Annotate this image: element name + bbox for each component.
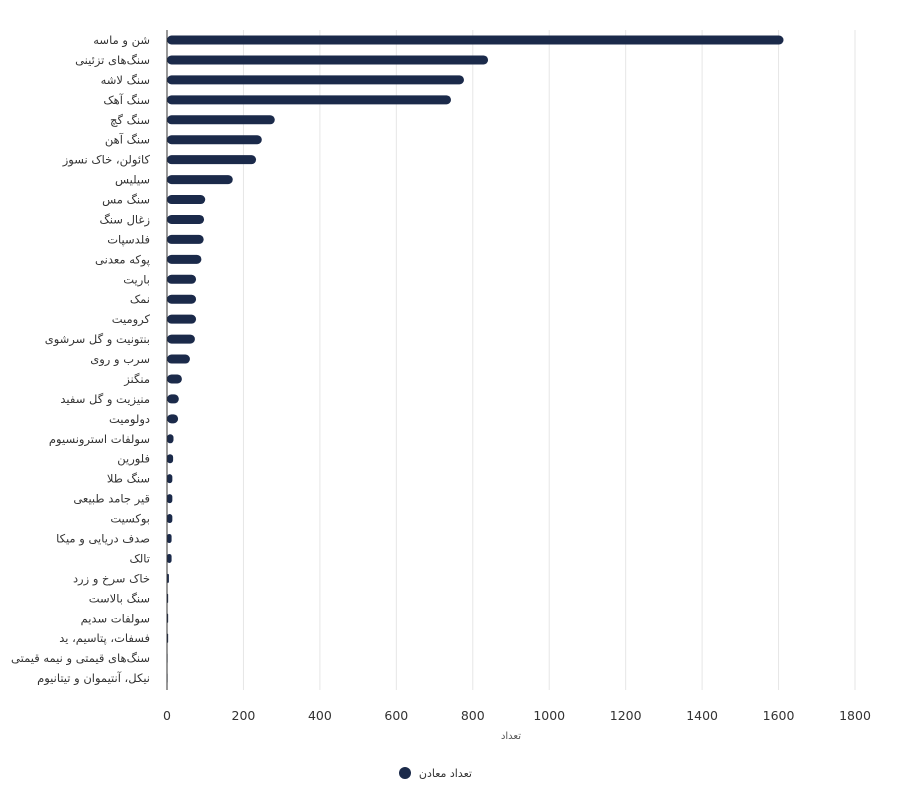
x-tick-label: 800 (461, 708, 485, 723)
category-label: قیر جامد طبیعی (73, 492, 150, 507)
category-label: شن و ماسه (93, 33, 150, 48)
category-label: سنگ آهن (105, 133, 150, 148)
bar[interactable] (167, 195, 206, 205)
bar[interactable] (167, 155, 257, 165)
bar[interactable] (167, 175, 233, 185)
category-label: سنگ‌های قیمتی و نیمه قیمتی (11, 651, 150, 666)
category-label: تالک (129, 551, 150, 565)
bar[interactable] (167, 35, 784, 45)
x-tick-label: 1200 (610, 708, 642, 723)
x-axis-title: تعداد (501, 731, 521, 742)
x-tick-label: 1600 (763, 708, 795, 723)
bar[interactable] (167, 553, 172, 563)
category-label: زغال سنگ (100, 212, 150, 227)
category-label: سولفات سدیم (81, 611, 150, 626)
category-label: سنگ آهک (103, 93, 150, 107)
category-label: سنگ‌های تزئینی (75, 53, 150, 68)
bar[interactable] (167, 214, 205, 224)
category-label: سرب و روی (90, 352, 150, 367)
bar[interactable] (167, 55, 489, 65)
bars (167, 35, 784, 683)
legend-marker-icon (399, 767, 411, 779)
bar[interactable] (167, 454, 174, 464)
category-labels: شن و ماسه سنگ‌های تزئینی سنگ لاشه سنگ آهک سن… (11, 33, 151, 686)
bar[interactable] (167, 314, 197, 324)
category-label: فلدسپات (107, 232, 150, 246)
x-tick-label: 1000 (533, 708, 565, 723)
bar[interactable] (167, 254, 202, 264)
bar[interactable] (167, 394, 179, 404)
category-label: بوکسیت (110, 512, 150, 527)
category-label: نمک (130, 292, 150, 306)
category-label: دولومیت (109, 412, 150, 427)
x-tick-label: 400 (308, 708, 332, 723)
category-label: صدف دریایی و میکا (56, 532, 150, 547)
bar[interactable] (167, 234, 204, 244)
category-label: سنگ طلا (107, 472, 150, 486)
x-tick-label: 1800 (839, 708, 871, 723)
bar[interactable] (167, 75, 464, 85)
x-tick-label: 1400 (686, 708, 718, 723)
legend-label: تعداد معادن (419, 767, 472, 780)
gridlines (242, 30, 856, 690)
bar[interactable] (167, 474, 173, 484)
category-label: سولفات استرونسیوم (49, 432, 150, 447)
x-tick-labels: 0 200 400 600 800 1000 1200 1400 1600 1800 (163, 708, 871, 723)
x-tick-label: 600 (384, 708, 408, 723)
bar[interactable] (167, 95, 451, 105)
category-label: سنگ مس (102, 193, 150, 208)
category-label: منگنز (123, 372, 150, 387)
bar[interactable] (167, 115, 275, 125)
x-tick-label: 0 (163, 708, 171, 723)
bar[interactable] (167, 354, 190, 364)
category-label: منیزیت و گل سفید (60, 392, 150, 407)
category-label: سنگ لاشه (101, 73, 150, 87)
category-label: سنگ گچ (110, 113, 150, 127)
category-label: بنتونیت و گل سرشوی (45, 332, 150, 347)
category-label: پوکه معدنی (95, 252, 150, 267)
category-label: سیلیس (115, 173, 150, 188)
bar[interactable] (167, 534, 172, 543)
category-label: سنگ بالاست (89, 591, 150, 605)
bar[interactable] (167, 434, 174, 444)
bar[interactable] (167, 514, 173, 524)
bar[interactable] (167, 494, 173, 504)
x-tick-label: 200 (232, 708, 256, 723)
bar[interactable] (167, 334, 195, 344)
bar[interactable] (167, 374, 182, 384)
bar[interactable] (167, 274, 197, 284)
category-label: باریت (123, 272, 150, 287)
bar[interactable] (167, 414, 179, 424)
category-label: خاک سرخ و زرد (73, 571, 150, 586)
category-label: کرومیت (112, 312, 151, 327)
category-label: کائولن، خاک نسوز (62, 153, 151, 168)
legend[interactable]: تعداد معادن (399, 767, 472, 780)
bar[interactable] (167, 294, 197, 304)
category-label: نیکل، آنتیموان و تیتانیوم (37, 671, 150, 686)
bar[interactable] (167, 135, 262, 145)
category-label: فلورین (117, 452, 150, 467)
category-label: فسفات، پتاسیم، ید (59, 631, 150, 645)
